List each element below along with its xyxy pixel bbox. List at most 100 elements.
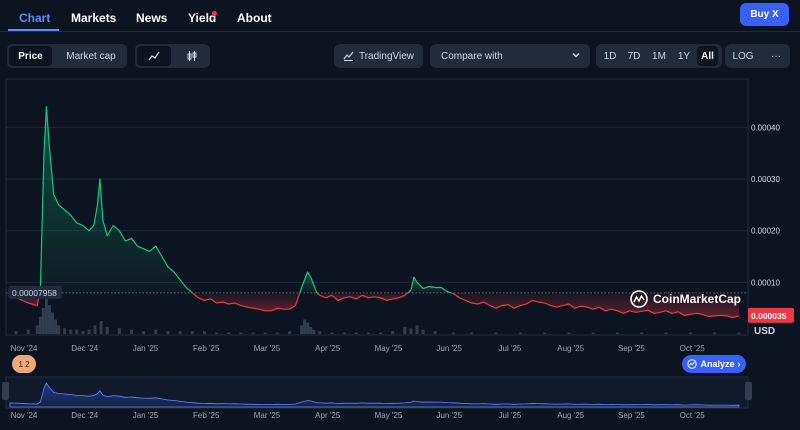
volume-bar xyxy=(366,332,370,334)
navigator-tick-label: Jul '25 xyxy=(499,411,522,420)
volume-bar xyxy=(81,331,85,334)
price-marketcap-toggle: Price Market cap xyxy=(7,44,127,68)
current-price-label: 0.000035 xyxy=(751,311,787,321)
volume-bar xyxy=(737,332,741,334)
navigator-tick-label: May '25 xyxy=(375,411,403,420)
volume-bar xyxy=(433,331,437,334)
x-tick-label: Aug '25 xyxy=(557,344,584,353)
y-tick-label: 0.00040 xyxy=(751,123,780,132)
candlestick-icon xyxy=(187,51,196,61)
volume-bar xyxy=(142,331,146,334)
volume-bar xyxy=(688,332,692,334)
volume-bar xyxy=(330,332,334,334)
page-indicator[interactable]: 1 2 xyxy=(12,355,36,373)
volume-bar xyxy=(713,332,717,334)
watermark-text: CoinMarketCap xyxy=(653,292,742,306)
range-1y-button[interactable]: 1Y xyxy=(677,50,691,62)
analyze-button[interactable]: Analyze › xyxy=(682,355,746,373)
navigator-tick-label: Jan '25 xyxy=(133,411,159,420)
marketcap-button[interactable]: Market cap xyxy=(66,50,116,62)
volume-bar xyxy=(47,305,51,334)
volume-bar xyxy=(190,331,194,334)
volume-bar xyxy=(391,331,395,334)
chart-area: 0.00010 0.00020 0.00030 0.00040 Nov '24 Dec … xyxy=(0,78,800,430)
tab-chart[interactable]: Chart xyxy=(19,11,51,25)
navigator-tick-label: Oct '25 xyxy=(680,411,706,420)
navigator-series xyxy=(9,382,740,408)
price-line-down xyxy=(450,292,740,319)
tab-yield[interactable]: Yield xyxy=(188,11,217,25)
volume-bar xyxy=(403,326,407,334)
range-1m-button[interactable]: 1M xyxy=(652,50,666,62)
volume-bar xyxy=(99,321,103,334)
range-selector: 1D 7D 1M 1Y All xyxy=(596,44,722,68)
compare-dropdown[interactable]: Compare with xyxy=(430,44,590,68)
range-1d-button[interactable]: 1D xyxy=(603,50,617,62)
chevron-down-icon xyxy=(572,53,580,58)
x-tick-label: Jul '25 xyxy=(499,344,522,353)
line-chart-button[interactable] xyxy=(135,44,173,68)
y-tick-label: 0.00030 xyxy=(751,175,780,184)
tab-news[interactable]: News xyxy=(136,11,168,25)
volume-bar xyxy=(202,331,206,334)
x-tick-label: Dec '24 xyxy=(71,344,98,353)
chevron-right-icon: › xyxy=(737,359,741,369)
more-options-button[interactable]: ··· xyxy=(771,50,781,62)
volume-bar xyxy=(44,298,48,334)
buy-button[interactable]: Buy X xyxy=(740,3,789,26)
price-area-down xyxy=(317,292,408,301)
volume-bar xyxy=(38,316,42,334)
tradingview-label: TradingView xyxy=(358,50,415,62)
volume-bar xyxy=(342,332,346,334)
x-tick-label: Oct '25 xyxy=(680,344,706,353)
volume-bar xyxy=(287,331,291,334)
range-7d-button[interactable]: 7D xyxy=(627,50,641,62)
price-line-up xyxy=(38,106,193,294)
volume-bar xyxy=(54,319,58,334)
navigator-tick-label: Aug '25 xyxy=(557,411,584,420)
navigator-tick-label: Sep '25 xyxy=(618,411,645,420)
navigator-right-handle[interactable] xyxy=(745,382,752,400)
reference-price-badge xyxy=(8,285,62,299)
navigator-tick-label: Dec '24 xyxy=(71,411,98,420)
coinmarketcap-watermark: CoinMarketCap xyxy=(630,290,741,308)
volume-bar xyxy=(263,332,267,334)
price-area-down xyxy=(451,292,739,318)
price-line-down xyxy=(316,292,408,301)
y-tick-label: 0.00020 xyxy=(751,227,780,236)
price-line-down xyxy=(192,292,301,312)
price-area-down xyxy=(192,292,300,311)
volume-bar xyxy=(567,332,571,334)
price-button[interactable]: Price xyxy=(7,44,54,68)
tradingview-button[interactable]: TradingView xyxy=(334,44,423,68)
volume-bar xyxy=(318,331,322,334)
navigator-left-handle[interactable] xyxy=(2,382,9,400)
volume-bar xyxy=(14,331,18,334)
reference-price-label: 0.00007958 xyxy=(12,288,57,298)
x-tick-label: Sep '25 xyxy=(618,344,645,353)
notification-dot xyxy=(212,11,217,16)
navigator-tick-label: Feb '25 xyxy=(193,411,220,420)
price-chart[interactable]: 0.00010 0.00020 0.00030 0.00040 Nov '24 Dec … xyxy=(0,78,800,430)
candle-chart-button[interactable] xyxy=(173,44,210,68)
navigator-tick-label: Jun '25 xyxy=(436,411,462,420)
currency-label: USD xyxy=(754,326,776,337)
navigator-tick-label: Apr '25 xyxy=(315,411,341,420)
x-tick-label: Jun '25 xyxy=(436,344,462,353)
volume-bar xyxy=(421,329,425,334)
x-tick-label: May '25 xyxy=(375,344,403,353)
tab-markets[interactable]: Markets xyxy=(71,11,117,25)
volume-bar xyxy=(300,325,304,334)
chart-options: LOG ··· xyxy=(725,44,790,68)
volume-bar xyxy=(178,331,182,334)
volume-bar xyxy=(312,329,316,334)
volume-bar xyxy=(275,332,279,334)
price-area-up xyxy=(39,106,193,293)
log-scale-button[interactable]: LOG xyxy=(732,50,754,62)
range-all-button[interactable]: All xyxy=(695,44,720,68)
x-tick-label: Mar '25 xyxy=(254,344,281,353)
navigator-tick-label: Mar '25 xyxy=(254,411,281,420)
x-tick-label: Feb '25 xyxy=(193,344,220,353)
volume-bar xyxy=(309,326,313,334)
tab-about[interactable]: About xyxy=(237,11,272,25)
